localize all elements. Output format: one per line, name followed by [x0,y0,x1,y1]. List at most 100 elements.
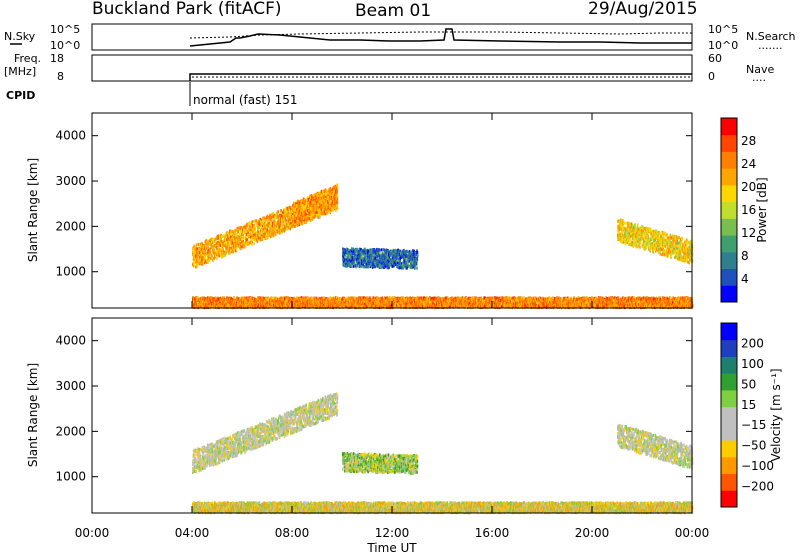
data-cell [311,196,314,200]
data-cell [210,246,212,250]
data-cell [336,201,339,205]
data-cell [293,201,295,205]
data-cell [217,241,219,244]
data-cell [263,216,265,220]
data-cell [283,229,286,233]
data-cell [261,238,264,242]
power-panel-background [92,113,692,308]
data-cell [305,209,307,213]
data-cell [193,253,196,257]
data-cell [200,249,202,253]
data-cell [209,251,212,255]
data-cell [303,197,306,201]
data-cell [315,208,317,212]
data-cell [195,265,197,269]
data-cell [306,217,309,220]
data-cell [242,239,244,243]
data-cell [680,241,682,245]
data-cell [250,238,252,241]
data-cell [280,214,283,217]
data-cell [296,205,298,209]
data-cell [330,192,332,196]
data-cell [230,237,232,241]
data-cell [196,247,199,251]
data-cell [266,220,269,223]
data-cell [288,215,290,219]
data-cell [207,242,210,246]
data-cell [222,242,224,246]
freq-panel-frame [91,54,693,82]
data-cell [322,203,324,207]
data-cell [320,203,323,207]
data-cell [639,233,641,237]
data-cell [219,243,222,247]
data-cell [272,233,275,237]
data-cell [251,235,253,238]
nave-label: Nave [746,63,774,76]
data-cell [224,253,227,257]
data-cell [282,225,284,228]
data-cell [232,232,234,236]
freq-tick-bottom: 8 [57,70,64,83]
data-cell [292,208,295,212]
data-cell [329,201,331,205]
data-cell [272,211,275,215]
data-cell [237,228,239,232]
nsky-trace [189,28,692,47]
data-cell [300,199,302,203]
data-cell [219,254,222,258]
data-cell [274,216,277,220]
data-cell [416,251,419,254]
data-cell [321,210,323,214]
data-cell [287,208,289,212]
data-cell [217,249,219,252]
data-cell [225,246,227,250]
data-cell [319,193,322,197]
data-cell [285,225,288,229]
data-cell [307,212,309,216]
data-cell [213,248,215,252]
data-cell [326,210,328,214]
data-cell [304,220,307,224]
data-cell [295,208,297,212]
data-cell [244,224,247,228]
nsky-tick-top: 10^5 [50,23,80,36]
data-cell [329,190,331,194]
data-cell [310,206,313,210]
data-cell [298,207,300,211]
data-cell [414,266,416,270]
data-cell [208,259,211,262]
data-cell [241,245,243,249]
data-cell [238,237,240,241]
data-cell [232,243,235,247]
data-cell [336,196,339,200]
data-cell [284,211,287,215]
data-cell [686,243,688,247]
data-cell [336,199,338,203]
data-cell [287,226,289,230]
data-cell [249,240,252,244]
data-cell [264,229,267,233]
data-cell [296,220,298,224]
data-cell [219,239,222,243]
data-cell [302,201,304,204]
data-cell [252,220,254,224]
data-cell [295,213,298,217]
data-cell [313,201,316,205]
data-cell [289,210,292,214]
data-cell [212,237,214,241]
data-cell [240,226,242,230]
data-cell [257,227,259,231]
data-cell [202,245,205,249]
data-cell [242,231,245,235]
data-cell [361,255,363,259]
data-cell [264,221,267,225]
data-cell [275,227,278,231]
data-cell [639,245,641,249]
data-cell [221,254,224,258]
data-cell [325,208,328,212]
data-cell [299,200,302,204]
data-cell [212,245,215,249]
